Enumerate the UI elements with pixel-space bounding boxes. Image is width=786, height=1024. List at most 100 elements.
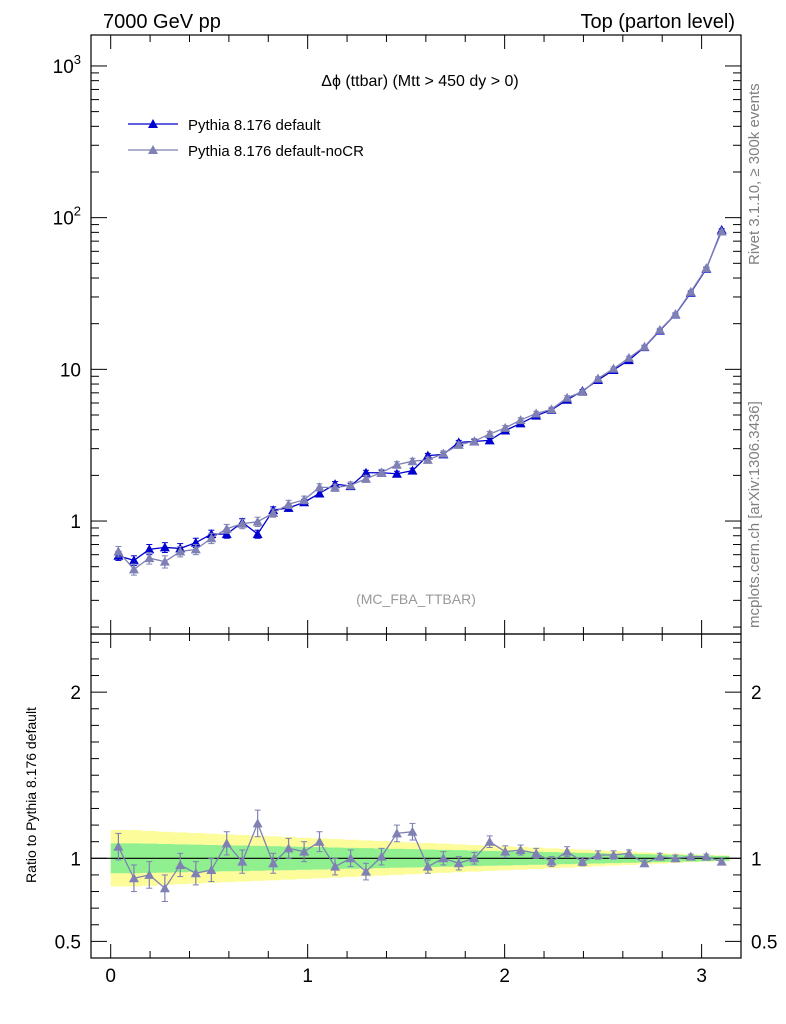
nocr-series-point: [469, 436, 480, 446]
nocr-series-point: [515, 415, 526, 425]
default-series-point: [391, 468, 402, 478]
ratio-nocr-series-point: [113, 841, 124, 851]
nocr-series-point: [190, 544, 201, 554]
nocr-series-line: [117, 231, 723, 571]
ratio-nocr-series-point: [515, 845, 526, 854]
nocr-series-point: [670, 309, 681, 319]
nocr-series-point: [608, 363, 619, 373]
default-series-point: [407, 465, 418, 475]
nocr-series-point: [562, 392, 573, 402]
x-tick-label: 1: [302, 966, 313, 987]
y-tick-label: 1: [70, 512, 81, 533]
ratio-nocr-series-point: [376, 851, 387, 861]
ratio-nocr-series-point: [175, 859, 186, 869]
ratio-nocr-series-point: [484, 836, 495, 846]
nocr-series-point: [484, 428, 495, 438]
ratio-nocr-series-point: [500, 846, 511, 856]
nocr-series-point: [330, 482, 341, 492]
ratio-nocr-series-point: [562, 846, 573, 856]
ratio-nocr-series-point: [577, 856, 588, 866]
nocr-series-point: [500, 422, 511, 432]
nocr-series-point: [175, 546, 186, 556]
mcplots-label: mcplots.cern.ch [arXiv:1306.3436]: [746, 401, 763, 628]
nocr-series-point: [268, 507, 279, 517]
nocr-series-point: [376, 467, 387, 477]
nocr-series-point: [159, 556, 170, 566]
nocr-series-point: [531, 408, 542, 418]
ratio-nocr-series-point: [144, 869, 155, 879]
legend-marker: [148, 119, 158, 128]
ratio-y-axis-label: Ratio to Pythia 8.176 default: [23, 707, 39, 883]
ratio-nocr-series-point: [206, 864, 217, 874]
default-series-point: [128, 555, 139, 565]
ratio-nocr-series-point: [546, 856, 557, 866]
nocr-series-point: [206, 533, 217, 543]
ratio-plot-frame: [90, 633, 742, 959]
nocr-series-point: [237, 518, 248, 528]
nocr-series-point: [299, 494, 310, 504]
nocr-series-point: [407, 456, 418, 466]
default-series-point: [484, 435, 495, 445]
y-tick-label: 10: [60, 360, 81, 381]
y-tick-label: 102: [53, 204, 81, 230]
default-series-point: [159, 542, 170, 552]
ratio-nocr-series-point: [469, 853, 480, 863]
ratio-nocr-series-point: [237, 856, 248, 866]
nocr-series-point: [654, 324, 665, 334]
default-series-point: [314, 488, 325, 498]
header-right: Top (parton level): [580, 11, 735, 33]
x-tick-label: 3: [696, 966, 707, 987]
plot-annotation: Δϕ (ttbar) (Mtt > 450 dy > 0): [321, 73, 519, 90]
ratio-y-tick-label: 1: [70, 849, 81, 870]
ratio-nocr-series-point: [685, 851, 696, 861]
ratio-nocr-series-point: [314, 836, 325, 846]
nocr-series-point: [623, 352, 634, 362]
ratio-nocr-series-point: [360, 866, 371, 876]
ratio-y-tick-label: 0.5: [55, 932, 81, 953]
nocr-series-point: [701, 263, 712, 273]
ratio-nocr-series-point: [128, 873, 139, 883]
ratio-y-tick-label-right: 2: [751, 683, 762, 704]
default-series-point: [360, 467, 371, 477]
ratio-nocr-series-point: [159, 883, 170, 893]
ratio-nocr-series-point: [716, 856, 727, 866]
nocr-series-point: [391, 459, 402, 469]
x-tick-label: 2: [499, 966, 510, 987]
nocr-series-point: [546, 404, 557, 414]
ratio-y-tick-label: 2: [70, 683, 81, 704]
nocr-series-point: [422, 454, 433, 464]
rivet-label: Rivet 3.1.10, ≥ 300k events: [746, 83, 763, 265]
nocr-series-point: [221, 523, 232, 533]
ratio-nocr-series-point: [299, 846, 310, 856]
ratio-y-tick-label-right: 1: [751, 849, 762, 870]
ratio-nocr-series-point: [330, 861, 341, 871]
ratio-nocr-series-point: [252, 818, 263, 828]
header-left: 7000 GeV pp: [103, 11, 221, 33]
ratio-nocr-series-line: [117, 821, 722, 890]
legend-marker: [148, 145, 158, 154]
ratio-nocr-series-point: [531, 848, 542, 858]
nocr-series-point: [360, 473, 371, 483]
nocr-series-point: [639, 341, 650, 351]
ratio-nocr-series-point: [639, 858, 650, 868]
ratio-nocr-series-point: [701, 851, 712, 861]
analysis-watermark: (MC_FBA_TTBAR): [356, 591, 476, 607]
nocr-series-point: [144, 553, 155, 563]
legend-label: Pythia 8.176 default: [188, 117, 321, 134]
nocr-series-point: [716, 226, 727, 236]
nocr-series-point: [345, 480, 356, 490]
nocr-series-point: [252, 516, 263, 526]
nocr-series-point: [128, 564, 139, 574]
ratio-nocr-series-point: [422, 861, 433, 871]
ratio-nocr-series-point: [654, 851, 665, 861]
ratio-nocr-series-point: [453, 858, 464, 868]
ratio-nocr-series-point: [593, 849, 603, 859]
legend-label: Pythia 8.176 default-noCR: [188, 143, 364, 160]
default-series-point: [144, 544, 155, 554]
nocr-series-point: [685, 286, 696, 296]
ratio-y-tick-label-right: 0.5: [751, 932, 777, 953]
ratio-nocr-series-point: [268, 858, 279, 868]
ratio-nocr-series-point: [438, 853, 449, 863]
nocr-series-point: [438, 448, 449, 458]
